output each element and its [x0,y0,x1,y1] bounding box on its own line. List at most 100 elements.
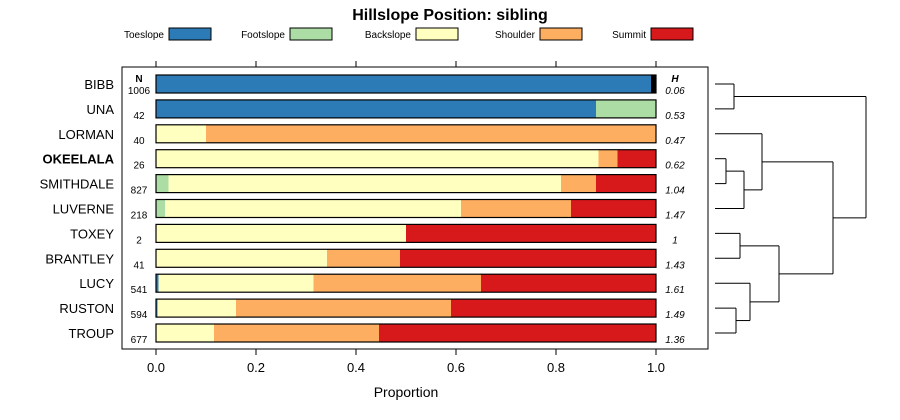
bar-luverne-summit [571,199,656,218]
row-label-brantley: BRANTLEY [45,251,114,266]
row-label-bibb: BIBB [84,77,114,92]
x-tick-label-0: 0.0 [147,360,165,375]
h-value-una: 0.53 [665,111,685,122]
bar-smithdale-shoulder [561,174,596,193]
n-value-smithdale: 827 [131,186,148,197]
n-value-una: 42 [133,111,145,122]
row-label-lorman: LORMAN [58,127,114,142]
x-axis: 0.0 0.2 0.4 0.6 0.8 1.0 [147,61,665,375]
bar-lucy-summit [481,274,656,293]
bar-outline-okeelala [155,149,657,169]
bar-outline-lucy [155,273,657,293]
bar-lorman-backslope [156,124,206,143]
n-value-luverne: 218 [131,211,148,222]
bar-okeelala-summit [617,149,656,168]
bar-troup-shoulder [214,324,379,342]
bar-una-toeslope [156,99,596,118]
legend: Toeslope Footslope Backslope Shoulder Summit [124,27,694,41]
row-label-ruston: RUSTON [59,301,114,316]
bar-ruston-backslope [157,299,236,318]
bar-ruston-shoulder [236,299,451,318]
h-value-smithdale: 1.04 [665,186,685,197]
x-tick-label-3: 0.6 [447,360,465,375]
bar-ruston-summit [451,299,656,318]
h-value-bibb: 0.06 [665,86,685,97]
bar-outline-lorman [155,124,657,144]
bar-troup-backslope [156,324,214,342]
bar-lucy-toeslope [156,274,159,293]
bar-lorman-shoulder [206,124,656,143]
legend-label-summit: Summit [612,30,646,41]
bar-lucy-backslope [158,274,314,293]
bar-smithdale-summit [596,174,656,193]
bar-smithdale-footslope [156,174,169,193]
n-value-ruston: 594 [131,310,148,321]
row-label-okeelala: OKEELALA [43,152,115,167]
legend-swatch-summit [650,27,694,41]
legend-swatch-toeslope [168,27,212,41]
bar-outline-troup [155,323,657,343]
bar-okeelala-shoulder [598,149,618,168]
n-value-okeelala: 26 [133,161,145,172]
bar-una-footslope [596,99,656,118]
row-label-smithdale: SMITHDALE [40,177,115,192]
plot-frame [121,66,709,350]
bar-outline-una [155,99,657,119]
n-value-bibb: 1006 [128,86,151,97]
legend-swatch-backslope [415,27,459,41]
bar-luverne-backslope [165,199,461,218]
bar-outline-brantley [155,248,657,268]
h-value-troup: 1.36 [665,335,685,346]
bar-brantley-backslope [156,249,327,268]
h-value-toxey: 1 [672,235,678,246]
bar-outline-luverne [155,198,657,219]
h-header: H [671,74,679,85]
legend-swatch-shoulder [539,27,583,41]
bar-troup-summit [379,324,656,342]
bar-ruston-toeslope [156,299,158,318]
n-value-lorman: 40 [133,136,145,147]
x-tick-label-1: 0.2 [247,360,265,375]
row-label-luverne: LUVERNE [53,202,115,217]
h-value-luverne: 1.47 [665,211,685,222]
bar-smithdale-backslope [168,174,561,193]
x-tick-label-5: 1.0 [647,360,665,375]
bar-outline-toxey [155,223,657,243]
bar-luverne-footslope [156,199,165,218]
legend-label-shoulder: Shoulder [495,30,536,41]
row-label-toxey: TOXEY [70,226,114,241]
n-value-lucy: 541 [131,285,148,296]
bar-toxey-backslope [156,224,406,243]
legend-swatch-footslope [289,27,333,41]
x-tick-label-4: 0.8 [547,360,565,375]
bar-luverne-shoulder [461,199,571,218]
bar-okeelala-backslope [156,149,599,168]
bar-bibb-toeslope [156,75,651,93]
n-header: N [135,74,142,85]
bar-outline-smithdale [155,174,657,194]
x-axis-label: Proportion [374,384,439,400]
row-label-lucy: LUCY [79,276,114,291]
legend-label-backslope: Backslope [365,30,412,41]
row-label-una: UNA [87,102,115,117]
chart-title: Hillslope Position: sibling [352,7,548,24]
bar-bibb-other [651,75,656,93]
bar-brantley-shoulder [327,249,400,268]
bar-outline-bibb [155,74,657,94]
h-value-ruston: 1.49 [665,310,685,321]
n-value-brantley: 41 [133,260,145,271]
row-label-troup: TROUP [69,326,115,341]
n-value-troup: 677 [131,335,148,346]
bar-outline-ruston [155,298,657,318]
h-value-brantley: 1.43 [665,260,685,271]
x-tick-label-2: 0.4 [347,360,365,375]
bar-lucy-shoulder [313,274,481,293]
h-value-okeelala: 0.62 [665,161,685,172]
dendrogram [715,83,867,334]
n-value-toxey: 2 [136,235,142,246]
h-value-lucy: 1.61 [665,285,684,296]
h-value-lorman: 0.47 [665,136,685,147]
bar-rows: BIBB 1006 0.06 UNA 42 0.53 LORMAN 40 0.47 OKEELAL… [40,74,685,346]
bar-toxey-summit [406,224,656,243]
